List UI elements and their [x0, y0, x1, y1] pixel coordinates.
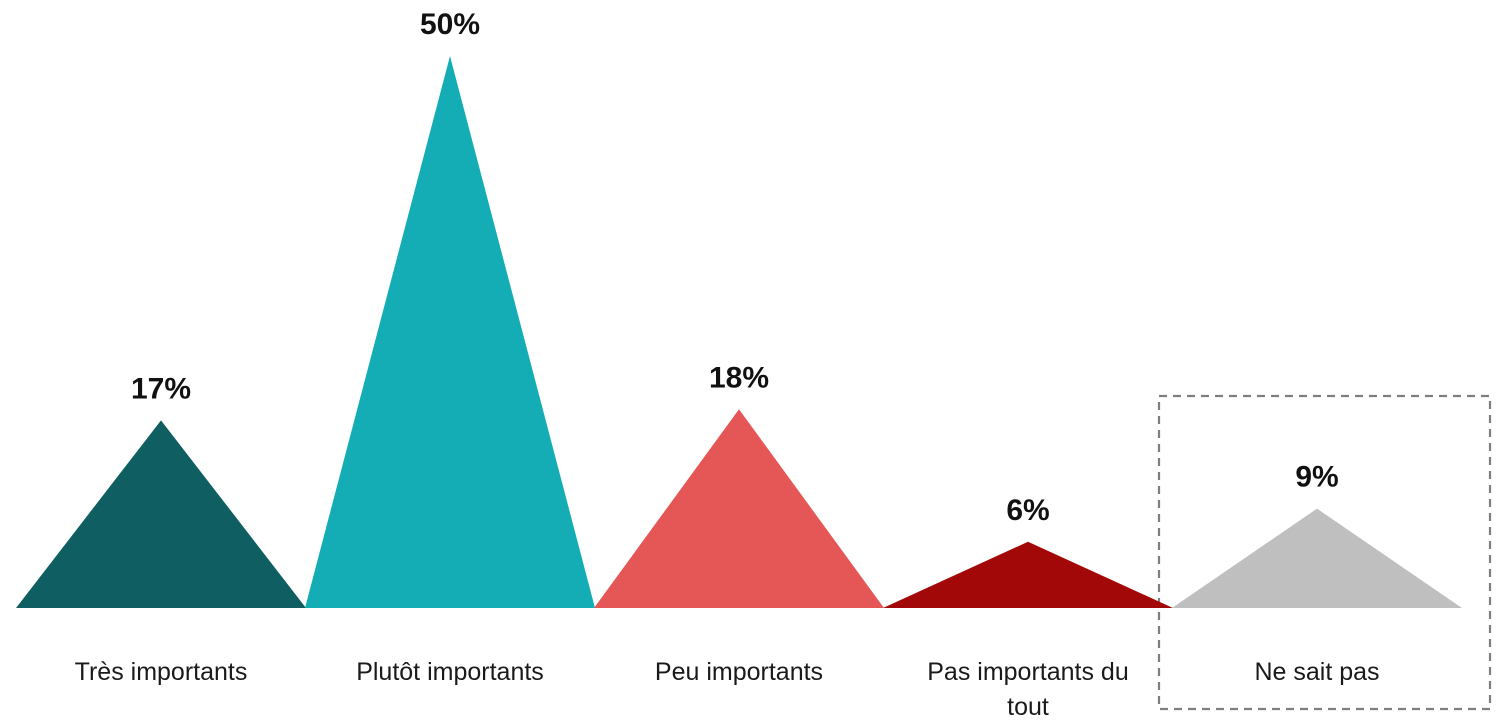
category-label-line: Peu importants	[655, 658, 823, 686]
value-labels: 17% 50% 18% 6% 9%	[131, 8, 1339, 527]
triangle-pas-importants-du-tout	[883, 541, 1173, 608]
triangle-ne-sait-pas	[1172, 508, 1462, 608]
category-labels: Très importants Plutôt importants Peu impo…	[75, 658, 1380, 721]
triangle-plutot-importants	[305, 56, 595, 608]
value-label-ne-sait-pas: 9%	[1295, 461, 1338, 494]
category-label-ne-sait-pas: Ne sait pas	[1254, 658, 1379, 686]
category-label-line: tout	[1007, 693, 1049, 721]
value-label-plutot-importants: 50%	[420, 8, 480, 41]
category-label-tres-importants: Très importants	[75, 658, 248, 686]
value-label-peu-importants: 18%	[709, 361, 769, 394]
triangle-series	[16, 56, 1462, 608]
value-label-pas-importants-du-tout: 6%	[1006, 494, 1049, 527]
triangle-tres-importants	[16, 420, 306, 608]
category-label-peu-importants: Peu importants	[655, 658, 823, 686]
value-label-tres-importants: 17%	[131, 372, 191, 405]
category-label-plutot-importants: Plutôt importants	[356, 658, 544, 686]
category-label-pas-importants-du-tout: Pas importants du tout	[927, 658, 1129, 721]
category-label-line: Plutôt importants	[356, 658, 544, 686]
category-label-line: Ne sait pas	[1254, 658, 1379, 686]
category-label-line: Très importants	[75, 658, 248, 686]
category-label-line: Pas importants du	[927, 658, 1129, 686]
triangle-peu-importants	[594, 409, 884, 608]
